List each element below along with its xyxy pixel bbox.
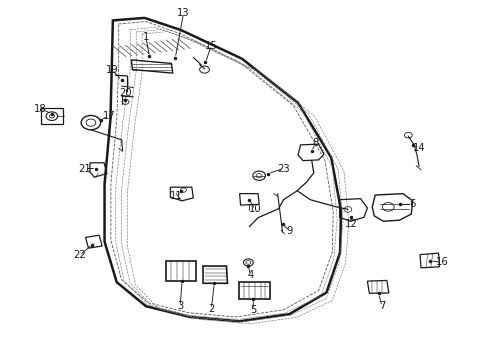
Text: 14: 14 bbox=[412, 143, 425, 153]
Text: 6: 6 bbox=[409, 199, 415, 210]
Text: 8: 8 bbox=[311, 139, 318, 148]
Text: 5: 5 bbox=[249, 305, 256, 315]
Text: 16: 16 bbox=[435, 257, 447, 267]
Text: 20: 20 bbox=[119, 88, 132, 98]
Text: 18: 18 bbox=[34, 104, 47, 114]
Text: 23: 23 bbox=[277, 163, 289, 174]
Text: 7: 7 bbox=[378, 301, 385, 311]
Text: 22: 22 bbox=[73, 250, 86, 260]
Text: 19: 19 bbox=[105, 64, 118, 75]
Text: 2: 2 bbox=[208, 304, 214, 314]
Text: 3: 3 bbox=[177, 301, 183, 311]
Text: 11: 11 bbox=[169, 191, 182, 201]
Text: 21: 21 bbox=[78, 163, 91, 174]
Text: 15: 15 bbox=[204, 41, 217, 50]
Text: 12: 12 bbox=[344, 219, 356, 229]
Text: 13: 13 bbox=[177, 8, 189, 18]
Text: 17: 17 bbox=[102, 111, 115, 121]
Text: 4: 4 bbox=[247, 270, 253, 280]
Text: 10: 10 bbox=[248, 204, 261, 215]
Text: 1: 1 bbox=[142, 32, 149, 42]
Text: 9: 9 bbox=[285, 226, 292, 236]
